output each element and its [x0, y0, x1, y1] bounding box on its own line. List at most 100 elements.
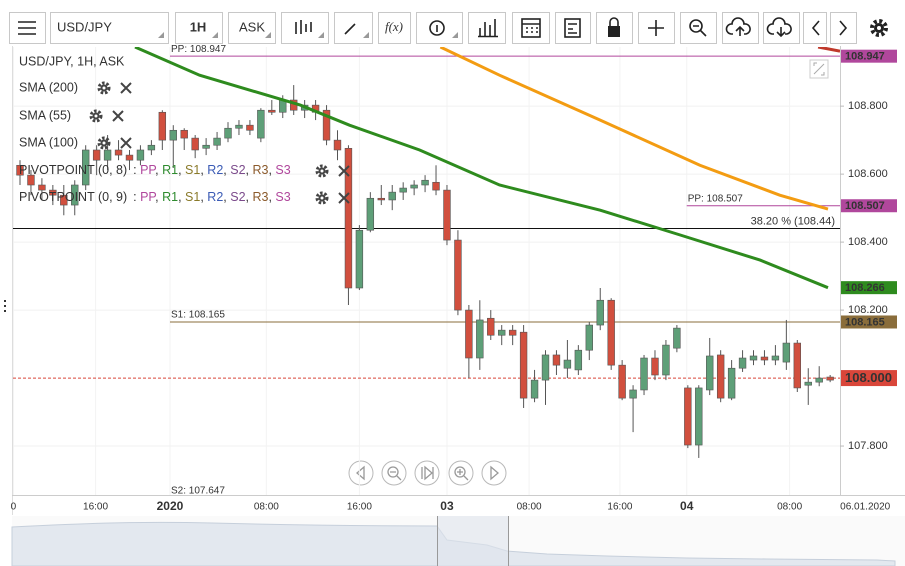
- candle-body: [235, 124, 243, 129]
- candle-body: [355, 229, 364, 289]
- candle-body: [125, 154, 134, 161]
- chart-type-button[interactable]: [281, 12, 329, 44]
- x-tick-label: 08:00: [517, 502, 542, 513]
- crosshair-button[interactable]: [638, 12, 675, 44]
- legend-entry: SMA (100): [19, 135, 78, 149]
- candle-body: [333, 139, 342, 151]
- price-tag-label: 108.000: [845, 370, 892, 385]
- candle-body: [103, 149, 112, 161]
- pivot-name: PIVOTPOINT (0, 8): [19, 163, 127, 177]
- interval-select[interactable]: 1H: [175, 12, 223, 44]
- symbol-select[interactable]: USD/JPY: [50, 12, 169, 44]
- x-tick-label: 16:00: [83, 502, 108, 513]
- indicators-button[interactable]: f(x): [378, 12, 411, 44]
- menu-button[interactable]: [9, 12, 46, 44]
- pivot-item: S1: [185, 190, 200, 204]
- scroll-left[interactable]: [348, 460, 374, 486]
- calendar-button[interactable]: [512, 12, 550, 44]
- settings-icon[interactable]: [315, 164, 329, 178]
- x-tick-label: 0: [11, 502, 17, 513]
- remove-icon[interactable]: [338, 192, 350, 204]
- zoom-out[interactable]: [381, 460, 407, 486]
- scroll-right[interactable]: [481, 460, 507, 486]
- settings-button[interactable]: [870, 19, 888, 37]
- settings-icon[interactable]: [89, 109, 103, 123]
- reset-view[interactable]: [414, 460, 440, 486]
- settings-icon[interactable]: [97, 136, 111, 150]
- forward-button[interactable]: [830, 12, 857, 44]
- pivot-item: R1: [162, 163, 178, 177]
- y-tick-label: 107.800: [848, 440, 888, 452]
- legend-title: USD/JPY, 1H, ASK: [19, 54, 125, 68]
- pivot-item: R2: [207, 163, 223, 177]
- candle-body: [508, 329, 517, 336]
- sma-line: [439, 47, 829, 211]
- upload-button[interactable]: [722, 12, 759, 44]
- pivot-item: R1: [162, 190, 178, 204]
- candle-body: [49, 189, 57, 196]
- pivot-separator: ,: [268, 163, 275, 177]
- candle-body: [246, 124, 254, 131]
- pivot-separator: ,: [155, 163, 162, 177]
- remove-icon[interactable]: [120, 82, 132, 94]
- remove-icon[interactable]: [120, 137, 132, 149]
- candle-body: [27, 174, 35, 186]
- settings-icon[interactable]: [315, 191, 329, 205]
- candle-body: [782, 342, 791, 363]
- x-tick-label: 16:00: [347, 502, 372, 513]
- candle-body: [618, 364, 626, 399]
- gear-hole: [102, 141, 106, 145]
- zoom-button[interactable]: [680, 12, 717, 44]
- candle-body: [607, 299, 615, 366]
- settings-icon[interactable]: [97, 81, 111, 95]
- back-button[interactable]: [803, 12, 827, 44]
- legend-entry: SMA (200): [19, 80, 78, 94]
- fullscreen-button[interactable]: [809, 59, 829, 79]
- plot-inner: [13, 47, 840, 495]
- gear: [315, 164, 329, 178]
- candle-body: [727, 367, 736, 399]
- price-type: ASK: [239, 19, 265, 34]
- candle-body: [191, 137, 199, 151]
- pivot-item: PP: [140, 163, 156, 177]
- remove-icon[interactable]: [112, 110, 124, 122]
- candle-body: [454, 239, 462, 311]
- candle-body: [640, 357, 648, 391]
- pivot-separator: ,: [223, 190, 230, 204]
- candle-body: [541, 354, 550, 381]
- candle-body: [585, 324, 593, 351]
- info-button[interactable]: [416, 12, 463, 44]
- price-tag-label: 108.947: [845, 51, 885, 63]
- pivot-item: R2: [207, 190, 223, 204]
- download-button[interactable]: [763, 12, 800, 44]
- remove-icon[interactable]: [338, 165, 350, 177]
- cross: [338, 165, 350, 177]
- candle-body: [114, 149, 123, 156]
- candle-body: [81, 149, 90, 186]
- candle-body: [771, 355, 780, 361]
- price-type-select[interactable]: ASK: [228, 12, 276, 44]
- x-tick-label: 06.01.2020: [840, 502, 890, 513]
- candle-body: [421, 179, 429, 186]
- candle-body: [16, 164, 24, 176]
- lock-button[interactable]: [596, 12, 633, 44]
- candle-body: [596, 299, 604, 326]
- cross: [120, 137, 132, 149]
- candle-body: [202, 144, 210, 149]
- candle-body: [760, 356, 769, 361]
- candle-body: [158, 111, 167, 141]
- draw-button[interactable]: [334, 12, 373, 44]
- zoom-in[interactable]: [448, 460, 474, 486]
- volume-button[interactable]: [468, 12, 506, 44]
- y-tick-label: 108.200: [848, 304, 888, 316]
- symbol: USD/JPY: [57, 19, 112, 34]
- gear: [315, 191, 329, 205]
- candle-body: [552, 354, 561, 366]
- candle-body: [706, 355, 714, 391]
- pivot-item: S3: [275, 163, 290, 177]
- level-label: S1: 108.165: [171, 310, 225, 321]
- news-button[interactable]: [555, 12, 591, 44]
- pivot-separator: ,: [178, 190, 185, 204]
- pivot-item: PP: [140, 190, 156, 204]
- gear: [97, 136, 111, 150]
